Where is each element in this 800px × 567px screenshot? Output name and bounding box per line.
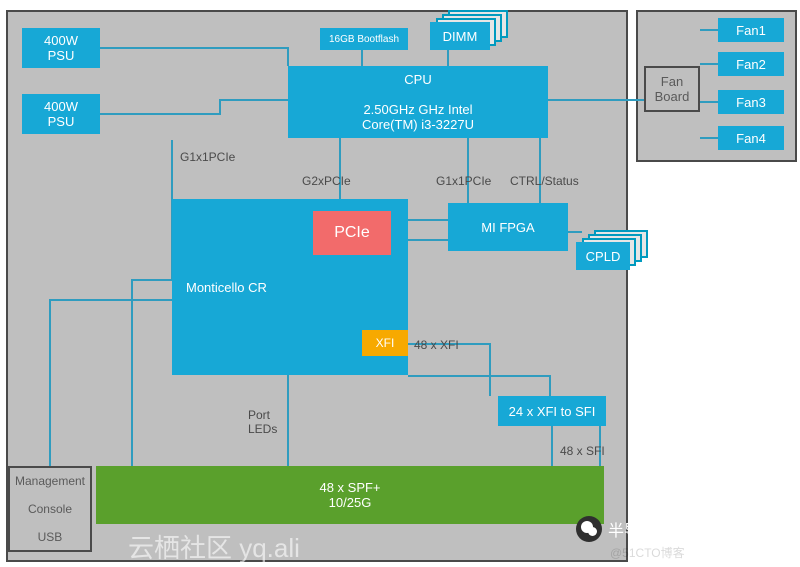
cpu-label: CPU 2.50GHz GHz Intel Core(TM) i3-3227U [362,72,474,132]
dimm-block: DIMM [430,22,490,50]
xfitosfi-label: 24 x XFI to SFI [509,404,596,419]
spf-block: 48 x SPF+ 10/25G [96,466,604,524]
psu1-label: 400W PSU [44,33,78,63]
label-ctrl: CTRL/Status [510,174,579,188]
fan2-block: Fan2 [718,52,784,76]
diagram-canvas: DIMM CPLD 400W PSU 400W PSU 16GB Bootflash C… [0,0,800,567]
dimm-label: DIMM [443,29,478,44]
cpu-block: CPU 2.50GHz GHz Intel Core(TM) i3-3227U [288,66,548,138]
watermark-ghost: @51CTO博客 [610,544,685,561]
fan4-label: Fan4 [736,131,766,146]
psu2-label: 400W PSU [44,99,78,129]
fan1-label: Fan1 [736,23,766,38]
bootflash-label: 16GB Bootflash [329,34,399,45]
psu1-block: 400W PSU [22,28,100,68]
label-g1x1_left: G1x1PCIe [180,150,235,164]
label-xfi48: 48 x XFI [414,338,459,352]
mifpga-label: MI FPGA [481,220,534,235]
label-portleds: Port LEDs [248,408,277,436]
xfitosfi-block: 24 x XFI to SFI [498,396,606,426]
pcie-label: PCIe [334,224,370,242]
fan2-label: Fan2 [736,57,766,72]
mgmt-label: Management Console USB [15,474,85,544]
fan4-block: Fan4 [718,126,784,150]
watermark-ghost-text: @51CTO博客 [610,546,685,560]
xfi-block: XFI [362,330,408,356]
monticello-label: Monticello CR [186,280,267,295]
fanboard-block: Fan Board [644,66,700,112]
mifpga-block: MI FPGA [448,203,568,251]
xfi-label: XFI [376,336,395,350]
label-g1x1_right: G1x1PCIe [436,174,491,188]
fan3-block: Fan3 [718,90,784,114]
psu2-block: 400W PSU [22,94,100,134]
fan1-block: Fan1 [718,18,784,42]
bootflash-block: 16GB Bootflash [320,28,408,50]
pcie-block: PCIe [313,211,391,255]
cpld-block: CPLD [576,242,630,270]
cpld-label: CPLD [586,249,621,264]
fan3-label: Fan3 [736,95,766,110]
mgmt-block: Management Console USB [8,466,92,552]
spf-label: 48 x SPF+ 10/25G [319,480,380,510]
fanboard-label: Fan Board [655,74,690,104]
label-g2x: G2xPCIe [302,174,351,188]
label-sfi48: 48 x SFI [560,444,605,458]
